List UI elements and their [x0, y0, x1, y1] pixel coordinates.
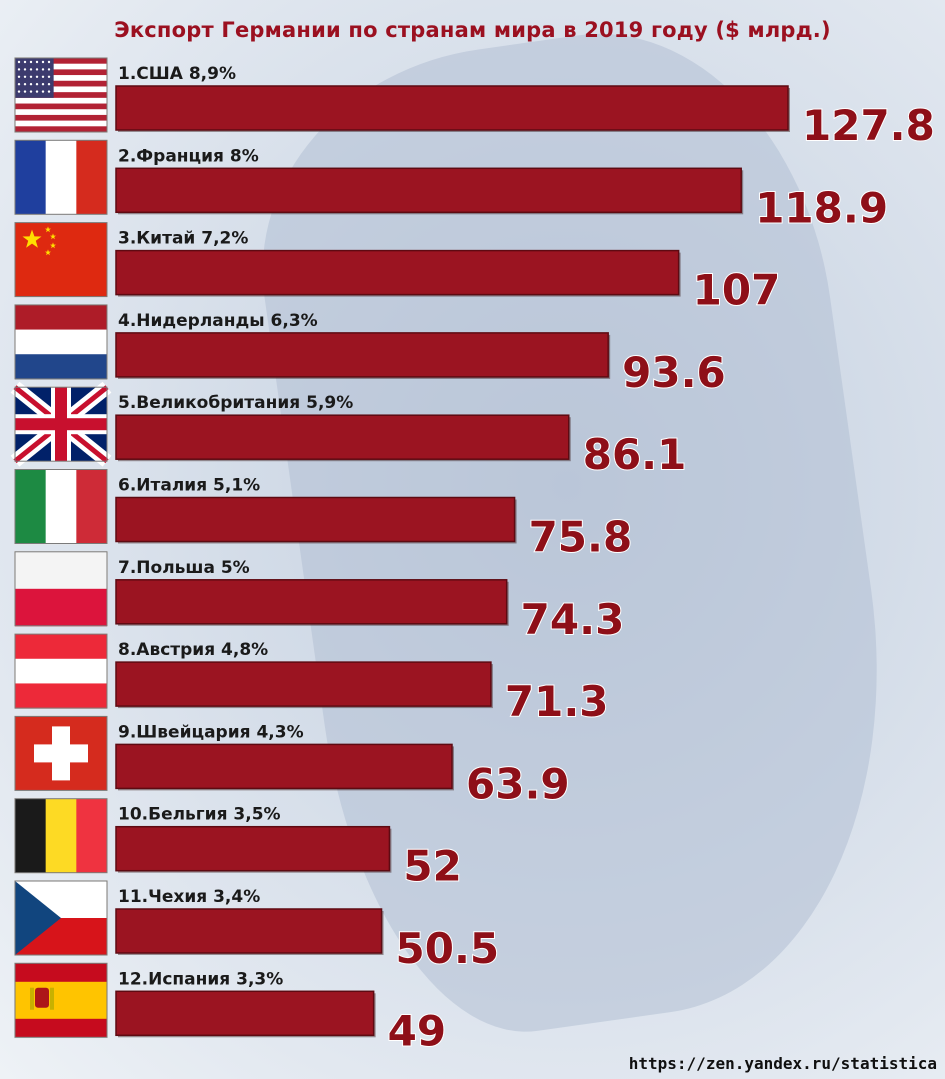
value-label: 63.9 [466, 759, 570, 808]
chart-row: 10.Бельгия 3,5% 52 [14, 797, 463, 892]
value-label: 52 [403, 842, 461, 891]
bar [115, 414, 570, 460]
bar [115, 579, 508, 625]
bar [115, 85, 789, 131]
chart-row: 3.Китай 7,2% 107 [14, 221, 781, 316]
source-link[interactable]: https://zen.yandex.ru/statistica [628, 1054, 937, 1073]
poland-flag-icon [14, 550, 108, 627]
category-label: 2.Франция 8% [118, 146, 259, 166]
bar [115, 990, 375, 1037]
chart-row: 9.Швейцария 4,3% 63.9 [14, 715, 571, 809]
bar [115, 496, 516, 543]
value-label: 74.3 [521, 595, 625, 644]
bar [115, 249, 680, 296]
category-label: 9.Швейцария 4,3% [118, 722, 304, 742]
italy-flag-icon [14, 468, 108, 545]
value-label: 107 [693, 266, 781, 315]
chart-row: 1.США 8,9% 127.8 [14, 57, 936, 151]
bar [115, 661, 492, 707]
category-label: 8.Австрия 4,8% [118, 640, 268, 660]
category-label: 12.Испания 3,3% [118, 969, 283, 989]
category-label: 7.Польша 5% [118, 558, 250, 578]
chart-row: 7.Польша 5% 74.3 [14, 550, 625, 645]
switzerland-flag-icon [14, 715, 108, 792]
category-label: 3.Китай 7,2% [118, 229, 248, 249]
bar [115, 825, 391, 872]
uk-flag-icon [10, 381, 112, 467]
france-flag-icon [14, 139, 108, 216]
bar [115, 743, 453, 790]
chart-title: Экспорт Германии по странам мира в 2019 … [114, 18, 831, 42]
category-label: 5.Великобритания 5,9% [118, 393, 353, 413]
value-label: 86.1 [583, 430, 687, 479]
chart-row: 4.Нидерланды 6,3% 93.6 [14, 303, 727, 398]
value-label: 50.5 [396, 924, 500, 973]
category-label: 11.Чехия 3,4% [118, 887, 260, 907]
category-label: 6.Италия 5,1% [118, 476, 260, 496]
chart-row: 8.Австрия 4,8% 71.3 [14, 633, 610, 727]
value-label: 93.6 [622, 348, 726, 397]
category-label: 4.Нидерланды 6,3% [118, 311, 318, 331]
belgium-flag-icon [14, 797, 108, 874]
china-flag-icon [14, 221, 108, 298]
chart-row: 6.Италия 5,1% 75.8 [14, 468, 633, 563]
value-label: 49 [388, 1006, 446, 1055]
value-label: 71.3 [505, 677, 609, 726]
chart-row: 12.Испания 3,3% 49 [14, 962, 447, 1056]
chart-row: 5.Великобритания 5,9% 86.1 [10, 381, 687, 480]
category-label: 10.Бельгия 3,5% [118, 805, 281, 825]
bar [115, 908, 383, 954]
netherlands-flag-icon [14, 303, 108, 380]
czechia-flag-icon [14, 880, 108, 956]
value-label: 75.8 [529, 513, 633, 562]
spain-flag-icon [14, 962, 108, 1039]
usa-flag-icon [14, 57, 108, 133]
bar [115, 332, 609, 378]
bar [115, 167, 742, 214]
chart-row: 11.Чехия 3,4% 50.5 [14, 880, 500, 974]
value-label: 118.9 [755, 183, 888, 232]
value-label: 127.8 [802, 101, 935, 150]
austria-flag-icon [14, 633, 108, 710]
chart-row: 2.Франция 8% 118.9 [14, 139, 889, 233]
category-label: 1.США 8,9% [118, 64, 236, 84]
